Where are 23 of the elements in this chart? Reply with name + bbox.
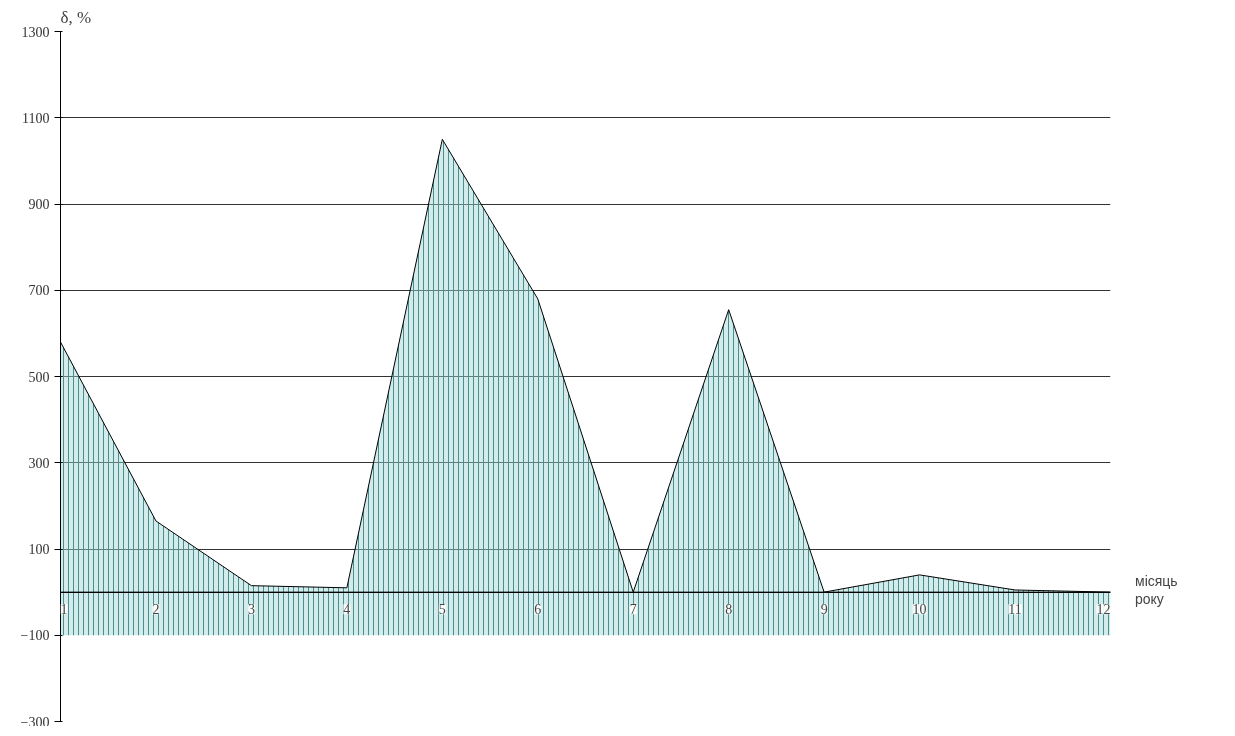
x-tick-label: 12 bbox=[1096, 602, 1111, 618]
y-tick-label: 100 bbox=[28, 542, 50, 557]
x-tick-label: 11 bbox=[1008, 602, 1022, 618]
x-tick-label: 5 bbox=[438, 602, 446, 618]
y-tick-label: 1300 bbox=[21, 24, 50, 40]
y-tick-label: −100 bbox=[20, 628, 50, 644]
y-axis-title: δ, % bbox=[60, 7, 92, 27]
x-axis-title: місяць року bbox=[1135, 572, 1178, 608]
x-tick-label: 3 bbox=[247, 602, 255, 618]
y-tick-label: 500 bbox=[28, 369, 50, 385]
x-tick-label: 8 bbox=[725, 602, 733, 618]
y-tick-label: 300 bbox=[28, 455, 50, 471]
x-tick-label: 10 bbox=[912, 602, 927, 618]
x-tick-label: 4 bbox=[343, 602, 351, 618]
x-tick-label: 6 bbox=[534, 602, 542, 618]
x-tick-label: 9 bbox=[820, 602, 828, 618]
y-tick-label: −300 bbox=[20, 714, 50, 730]
x-tick-label: 2 bbox=[152, 602, 160, 618]
y-tick-label: 700 bbox=[28, 283, 50, 299]
x-tick-label: 1 bbox=[60, 602, 68, 618]
y-tick-label: 900 bbox=[28, 197, 50, 212]
y-tick-label: 1100 bbox=[22, 110, 50, 126]
x-tick-label: 7 bbox=[629, 602, 637, 618]
